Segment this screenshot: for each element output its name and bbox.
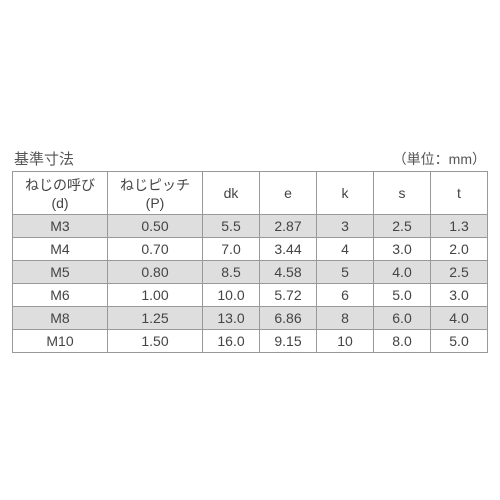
- cell-s: 3.0: [374, 237, 431, 260]
- unit-label: （単位：mm）: [393, 149, 486, 169]
- cell-t: 5.0: [431, 329, 488, 352]
- col-header-e: e: [260, 171, 317, 214]
- table-header-row: 基準寸法 （単位：mm）: [12, 148, 488, 169]
- cell-p: 0.70: [108, 237, 203, 260]
- cell-s: 2.5: [374, 214, 431, 237]
- cell-dk: 16.0: [203, 329, 260, 352]
- cell-p: 0.80: [108, 260, 203, 283]
- cell-dk: 13.0: [203, 306, 260, 329]
- cell-k: 8: [317, 306, 374, 329]
- cell-t: 1.3: [431, 214, 488, 237]
- table-row: M8 1.25 13.0 6.86 8 6.0 4.0: [13, 306, 488, 329]
- cell-s: 8.0: [374, 329, 431, 352]
- cell-e: 4.58: [260, 260, 317, 283]
- cell-k: 5: [317, 260, 374, 283]
- cell-dk: 10.0: [203, 283, 260, 306]
- table-body: M3 0.50 5.5 2.87 3 2.5 1.3 M4 0.70 7.0 3…: [13, 214, 488, 352]
- cell-dk: 8.5: [203, 260, 260, 283]
- dimensions-table: ねじの呼び(d) ねじピッチ(P) dk e k s t M3 0.50 5.5…: [12, 171, 488, 353]
- cell-e: 2.87: [260, 214, 317, 237]
- cell-k: 10: [317, 329, 374, 352]
- cell-e: 3.44: [260, 237, 317, 260]
- cell-t: 2.5: [431, 260, 488, 283]
- col-header-t: t: [431, 171, 488, 214]
- cell-e: 9.15: [260, 329, 317, 352]
- cell-t: 2.0: [431, 237, 488, 260]
- table-header: ねじの呼び(d) ねじピッチ(P) dk e k s t: [13, 171, 488, 214]
- table-row: M3 0.50 5.5 2.87 3 2.5 1.3: [13, 214, 488, 237]
- cell-d: M10: [13, 329, 108, 352]
- table-row: M6 1.00 10.0 5.72 6 5.0 3.0: [13, 283, 488, 306]
- cell-d: M6: [13, 283, 108, 306]
- table-title: 基準寸法: [14, 148, 74, 169]
- col-header-d: ねじの呼び(d): [13, 171, 108, 214]
- cell-d: M4: [13, 237, 108, 260]
- cell-e: 6.86: [260, 306, 317, 329]
- col-header-dk: dk: [203, 171, 260, 214]
- cell-d: M5: [13, 260, 108, 283]
- cell-p: 1.25: [108, 306, 203, 329]
- cell-dk: 5.5: [203, 214, 260, 237]
- cell-s: 5.0: [374, 283, 431, 306]
- cell-k: 4: [317, 237, 374, 260]
- cell-k: 6: [317, 283, 374, 306]
- cell-s: 6.0: [374, 306, 431, 329]
- cell-k: 3: [317, 214, 374, 237]
- cell-dk: 7.0: [203, 237, 260, 260]
- table-row: M10 1.50 16.0 9.15 10 8.0 5.0: [13, 329, 488, 352]
- cell-s: 4.0: [374, 260, 431, 283]
- cell-d: M8: [13, 306, 108, 329]
- cell-e: 5.72: [260, 283, 317, 306]
- cell-p: 0.50: [108, 214, 203, 237]
- col-header-k: k: [317, 171, 374, 214]
- table-row: M4 0.70 7.0 3.44 4 3.0 2.0: [13, 237, 488, 260]
- cell-p: 1.50: [108, 329, 203, 352]
- cell-p: 1.00: [108, 283, 203, 306]
- table-row: M5 0.80 8.5 4.58 5 4.0 2.5: [13, 260, 488, 283]
- col-header-p: ねじピッチ(P): [108, 171, 203, 214]
- cell-t: 4.0: [431, 306, 488, 329]
- cell-t: 3.0: [431, 283, 488, 306]
- cell-d: M3: [13, 214, 108, 237]
- col-header-s: s: [374, 171, 431, 214]
